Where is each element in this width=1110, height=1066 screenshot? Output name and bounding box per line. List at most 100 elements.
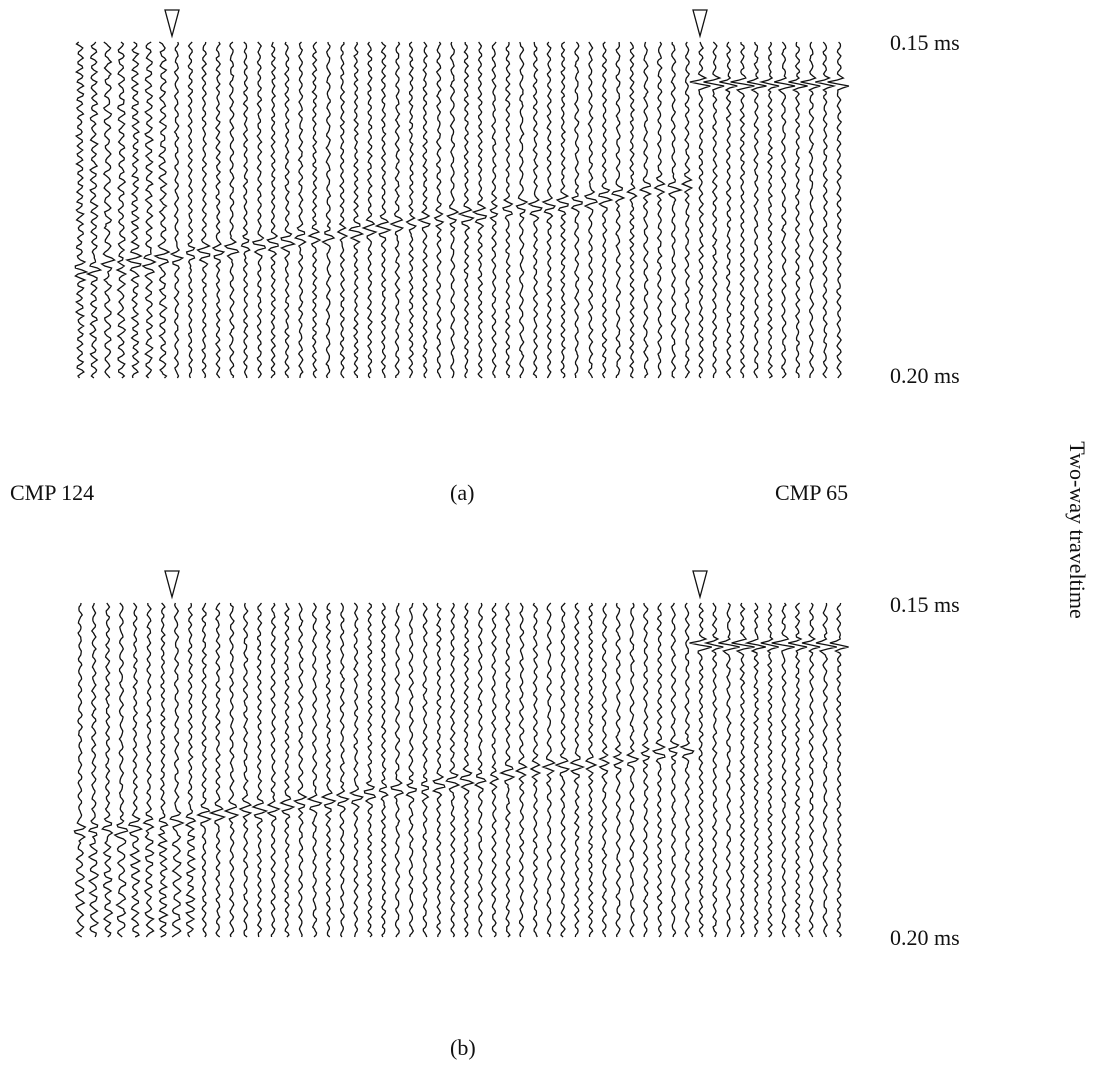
trace xyxy=(719,41,738,379)
time-top-label: 0.15 ms xyxy=(890,30,960,55)
panel-label: (b) xyxy=(450,1035,476,1060)
trace xyxy=(446,41,460,379)
trace xyxy=(473,602,487,938)
trace xyxy=(499,602,516,938)
seismic-panel xyxy=(73,570,849,938)
trace xyxy=(85,41,103,379)
trace xyxy=(211,41,226,379)
trace xyxy=(774,41,796,379)
trace xyxy=(348,602,364,938)
trace xyxy=(169,602,185,938)
trace xyxy=(196,41,211,379)
trace xyxy=(293,41,307,379)
trace xyxy=(541,602,556,938)
trace xyxy=(153,41,171,379)
axis-label: Two-way traveltime xyxy=(1065,441,1090,618)
trace xyxy=(431,602,446,938)
trace xyxy=(583,41,599,379)
trace xyxy=(703,41,725,379)
trace xyxy=(529,602,542,938)
trace xyxy=(731,602,755,938)
trace xyxy=(471,41,488,379)
trace xyxy=(433,41,445,379)
trace xyxy=(489,602,500,938)
trace xyxy=(113,602,129,938)
trace xyxy=(240,41,251,379)
trace xyxy=(815,602,837,938)
trace xyxy=(501,41,514,379)
trace xyxy=(746,41,767,379)
trace xyxy=(457,42,475,379)
trace xyxy=(612,602,625,938)
trace xyxy=(829,602,849,938)
trace xyxy=(73,602,87,938)
trace xyxy=(527,41,543,379)
trace xyxy=(196,602,212,938)
trace xyxy=(758,41,780,379)
trace xyxy=(405,41,418,379)
trace xyxy=(157,602,169,938)
trace xyxy=(74,41,89,379)
trace xyxy=(515,41,529,379)
marker-triangle xyxy=(164,9,180,39)
trace xyxy=(800,41,821,379)
trace xyxy=(336,41,349,379)
trace xyxy=(421,602,430,938)
trace xyxy=(555,41,570,379)
trace xyxy=(626,41,638,379)
time-bottom-label: 0.20 ms xyxy=(890,925,960,950)
trace xyxy=(335,602,350,938)
trace xyxy=(238,602,253,938)
trace xyxy=(611,41,626,379)
trace xyxy=(598,41,614,379)
trace xyxy=(251,41,267,379)
trace xyxy=(292,602,308,938)
trace xyxy=(541,41,556,379)
time-top-label: 0.15 ms xyxy=(890,592,960,617)
trace xyxy=(184,602,197,938)
trace xyxy=(279,602,296,938)
trace xyxy=(689,41,711,379)
trace xyxy=(374,41,392,378)
trace xyxy=(185,41,196,379)
trace xyxy=(378,602,389,938)
trace xyxy=(390,602,405,938)
trace xyxy=(127,602,144,938)
trace xyxy=(279,41,297,379)
trace xyxy=(744,602,766,938)
trace xyxy=(598,602,611,938)
trace xyxy=(771,602,795,938)
trace xyxy=(87,602,100,938)
trace xyxy=(445,602,461,938)
marker-triangle xyxy=(164,570,180,600)
trace xyxy=(570,41,583,378)
trace xyxy=(459,602,476,938)
trace xyxy=(169,41,185,379)
trace xyxy=(703,602,724,938)
trace xyxy=(389,41,405,378)
trace xyxy=(251,602,269,938)
trace xyxy=(266,602,281,938)
cmp-right-label: CMP 65 xyxy=(775,480,848,505)
trace xyxy=(100,41,116,379)
trace xyxy=(788,602,808,938)
trace xyxy=(223,602,240,938)
panel-label: (a) xyxy=(450,480,474,505)
trace xyxy=(667,41,684,379)
trace xyxy=(405,602,418,938)
trace xyxy=(815,41,837,379)
trace xyxy=(788,41,808,379)
trace xyxy=(115,41,128,379)
cmp-left-label: CMP 124 xyxy=(10,480,94,505)
trace xyxy=(730,41,755,379)
trace xyxy=(640,602,651,938)
trace xyxy=(827,41,850,379)
trace xyxy=(141,41,157,379)
trace xyxy=(321,41,336,379)
trace xyxy=(363,602,377,938)
trace xyxy=(680,41,694,379)
trace xyxy=(307,41,322,379)
trace xyxy=(125,41,143,379)
trace xyxy=(266,41,279,379)
